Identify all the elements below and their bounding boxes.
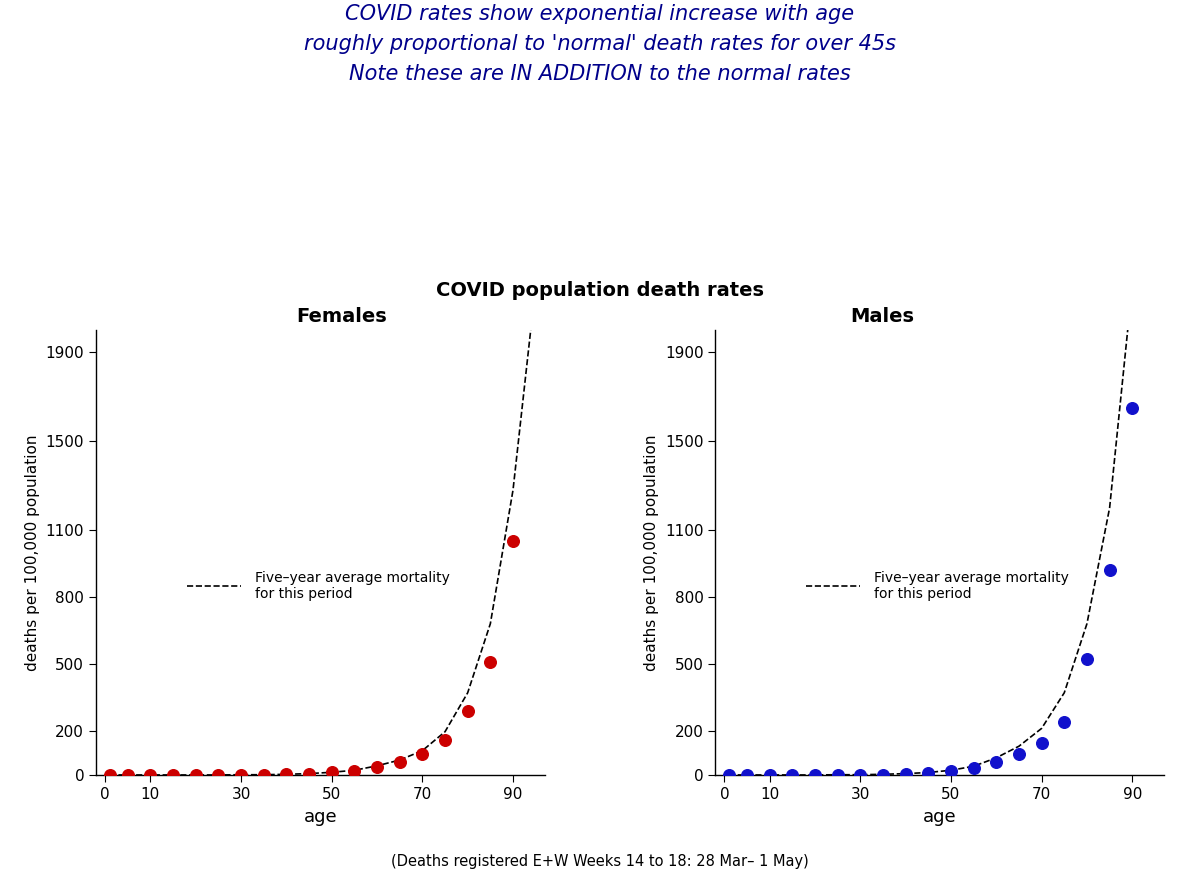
- Point: [118, 768, 137, 782]
- Point: [1078, 652, 1097, 666]
- Text: COVID population death rates: COVID population death rates: [436, 281, 764, 299]
- Point: [1032, 736, 1051, 750]
- Point: [344, 764, 364, 778]
- Text: Five–year average mortality
for this period: Five–year average mortality for this per…: [874, 571, 1069, 601]
- Text: COVID rates show exponential increase with age
roughly proportional to 'normal' : COVID rates show exponential increase wi…: [304, 4, 896, 84]
- Point: [209, 768, 228, 782]
- Point: [1123, 400, 1142, 414]
- Point: [140, 768, 160, 782]
- Point: [941, 764, 960, 779]
- Y-axis label: deaths per 100,000 population: deaths per 100,000 population: [25, 434, 40, 671]
- Point: [896, 766, 916, 781]
- Point: [851, 767, 870, 782]
- Point: [436, 732, 455, 747]
- Point: [413, 747, 432, 761]
- Text: Males: Males: [850, 307, 914, 326]
- Point: [964, 761, 983, 775]
- Point: [919, 765, 938, 781]
- Text: (Deaths registered E+W Weeks 14 to 18: 28 Mar– 1 May): (Deaths registered E+W Weeks 14 to 18: 2…: [391, 854, 809, 869]
- Point: [719, 768, 738, 782]
- Y-axis label: deaths per 100,000 population: deaths per 100,000 population: [644, 434, 659, 671]
- Point: [300, 766, 319, 781]
- Point: [322, 765, 341, 780]
- Point: [760, 768, 779, 782]
- Point: [504, 534, 523, 548]
- Point: [458, 704, 478, 718]
- Text: Five–year average mortality
for this period: Five–year average mortality for this per…: [254, 571, 450, 601]
- Point: [481, 654, 500, 668]
- Point: [1009, 747, 1028, 761]
- Point: [1055, 715, 1074, 729]
- Point: [986, 755, 1006, 769]
- Point: [737, 768, 756, 782]
- Point: [1100, 563, 1120, 577]
- X-axis label: age: age: [304, 807, 337, 826]
- Point: [254, 767, 274, 782]
- Point: [805, 768, 824, 782]
- Point: [782, 768, 802, 782]
- Point: [100, 768, 119, 782]
- Point: [874, 767, 893, 781]
- Point: [828, 767, 847, 782]
- Point: [277, 767, 296, 781]
- X-axis label: age: age: [923, 807, 956, 826]
- Point: [232, 767, 251, 782]
- Point: [186, 768, 205, 782]
- Text: Females: Females: [296, 307, 388, 326]
- Point: [367, 759, 386, 773]
- Point: [163, 768, 182, 782]
- Point: [390, 755, 409, 769]
